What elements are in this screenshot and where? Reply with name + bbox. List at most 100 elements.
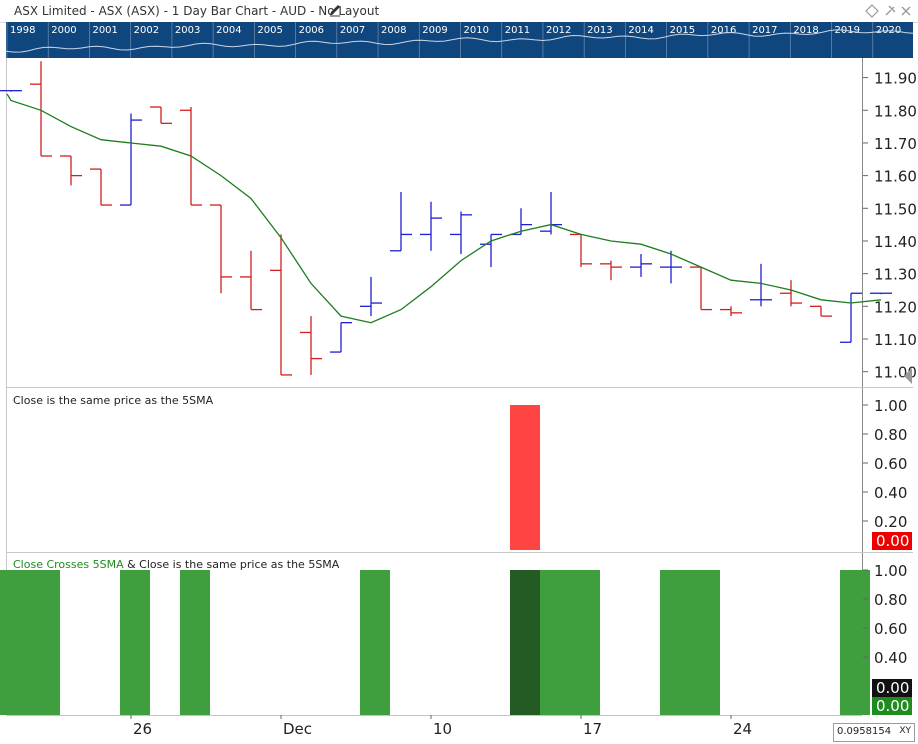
current-value-label: 0.00 xyxy=(876,532,909,550)
xy-label: XY xyxy=(899,726,911,736)
xy-readout[interactable]: 0.0958154 XY xyxy=(833,723,915,742)
diamond-icon[interactable] xyxy=(865,4,879,18)
ohlc-bar xyxy=(0,90,22,92)
header-icons xyxy=(865,4,911,18)
indicator-tick-label: 0.60 xyxy=(874,455,907,473)
indicator-tick-label: 1.00 xyxy=(874,397,907,415)
pencil-icon[interactable] xyxy=(328,3,342,17)
ohlc-bar xyxy=(60,155,82,186)
timeline-year-label: 2017 xyxy=(752,25,777,36)
ohlc-bar xyxy=(270,234,292,376)
indicator-bar xyxy=(120,570,150,715)
indicator-bar xyxy=(690,570,720,715)
indicator-title-part2: & Close is the same price as the 5SMA xyxy=(127,558,340,571)
indicator-bar xyxy=(510,405,540,550)
date-tick-label: 17 xyxy=(583,720,602,738)
indicator-tick-label: 0.60 xyxy=(874,620,907,638)
pin-icon[interactable] xyxy=(885,5,896,16)
ohlc-bar xyxy=(780,280,802,307)
date-tick-label: Dec xyxy=(283,720,312,738)
current-value-badge xyxy=(872,697,912,715)
ohlc-bar xyxy=(750,263,772,307)
price-axis-line xyxy=(862,58,863,715)
pane-divider[interactable] xyxy=(6,387,913,388)
ohlc-bar xyxy=(330,322,352,353)
chart-title: ASX Limited - ASX (ASX) - 1 Day Bar Char… xyxy=(14,4,380,18)
ohlc-bar xyxy=(480,233,502,268)
ohlc-bar xyxy=(150,106,172,124)
timeline-year-label: 2014 xyxy=(628,25,653,36)
pane-divider[interactable] xyxy=(6,552,913,553)
timeline-year-label: 2001 xyxy=(92,25,117,36)
indicator-pane-equal[interactable]: 1.00 0.80 0.60 0.40 0.200.00 xyxy=(0,388,918,552)
timeline-year-label: 2018 xyxy=(793,25,818,36)
indicator-tick-label: 0.20 xyxy=(874,513,907,531)
indicator-bar xyxy=(840,570,870,715)
chart-left-border xyxy=(6,58,7,715)
indicator-bar xyxy=(360,570,390,715)
ohlc-bar xyxy=(30,61,52,157)
ohlc-bar xyxy=(120,113,142,206)
close-icon[interactable] xyxy=(901,6,911,16)
indicator-bar xyxy=(570,570,600,715)
price-tick-label: 11.30 xyxy=(874,266,917,284)
date-tick-label: 10 xyxy=(433,720,452,738)
ohlc-bar xyxy=(570,233,592,268)
current-value-badge xyxy=(872,532,912,550)
timeline-year-label: 2011 xyxy=(505,25,530,36)
ohlc-bar xyxy=(540,191,562,235)
timeline-year-label: 1998 xyxy=(10,25,35,36)
collapse-arrow-icon xyxy=(904,368,912,384)
ohlc-bar xyxy=(600,260,622,281)
xy-value: 0.0958154 xyxy=(837,726,892,737)
timeline-year-label: 2000 xyxy=(51,25,76,36)
ohlc-bar xyxy=(210,204,232,294)
ohlc-bar xyxy=(240,250,262,311)
price-chart[interactable]: 11.90 11.80 11.70 11.60 11.50 11.40 11.30 11.20… xyxy=(0,58,918,388)
indicator-tick-label: 0.40 xyxy=(874,484,907,502)
timeline-year-label: 2012 xyxy=(546,25,571,36)
price-tick-label: 11.20 xyxy=(874,298,917,316)
timeline-year-label: 2008 xyxy=(381,25,406,36)
timeline-year-label: 2003 xyxy=(175,25,200,36)
timeline-year-label: 2006 xyxy=(299,25,324,36)
timeline-year-label: 2013 xyxy=(587,25,612,36)
indicator-title-equal: Close is the same price as the 5SMA xyxy=(13,394,214,407)
ohlc-bar xyxy=(300,316,322,375)
price-tick-label: 11.90 xyxy=(874,70,917,88)
timeline-year-label: 2010 xyxy=(464,25,489,36)
ohlc-bar xyxy=(360,276,382,317)
indicator-bar xyxy=(180,570,210,715)
timeline-year-label: 2015 xyxy=(670,25,695,36)
timeline-year-label: 2005 xyxy=(257,25,282,36)
price-tick-label: 11.10 xyxy=(874,331,917,349)
timeline-year-label: 2004 xyxy=(216,25,241,36)
timeline-year-label: 2002 xyxy=(134,25,159,36)
ohlc-bar xyxy=(720,306,742,317)
indicator-tick-label: 0.80 xyxy=(874,426,907,444)
timeline-navigator[interactable]: 1998 2000 2001 2002 2003 2004 2005 2006 2007 2008… xyxy=(6,22,913,58)
indicator-tick-label: 1.00 xyxy=(874,562,907,580)
ohlc-bar xyxy=(450,211,472,255)
indicator-pane-crosses[interactable]: 1.00 0.80 0.60 0.40 0.000.00 xyxy=(0,553,918,716)
timeline-year-label: 2016 xyxy=(711,25,736,36)
sma-line xyxy=(6,93,882,324)
ohlc-bar xyxy=(840,292,862,343)
price-tick-label: 11.40 xyxy=(874,233,917,251)
ohlc-bar xyxy=(660,250,682,284)
price-tick-label: 11.70 xyxy=(874,135,917,153)
timeline-year-label: 2007 xyxy=(340,25,365,36)
ohlc-bar xyxy=(690,266,712,311)
indicator-bar xyxy=(660,570,690,715)
price-tick-label: 11.80 xyxy=(874,102,917,120)
indicator-bar xyxy=(540,570,570,715)
ohlc-bar xyxy=(870,292,892,295)
ohlc-bar xyxy=(90,168,112,206)
indicator-tick-label: 0.40 xyxy=(874,649,907,667)
indicator-bar xyxy=(30,570,60,715)
ohlc-bar xyxy=(810,305,832,317)
ohlc-bar xyxy=(630,254,652,277)
timeline-price-line xyxy=(6,29,913,53)
date-axis: 26 Dec 10 17 24 xyxy=(6,715,862,738)
current-value-badge xyxy=(872,679,912,697)
